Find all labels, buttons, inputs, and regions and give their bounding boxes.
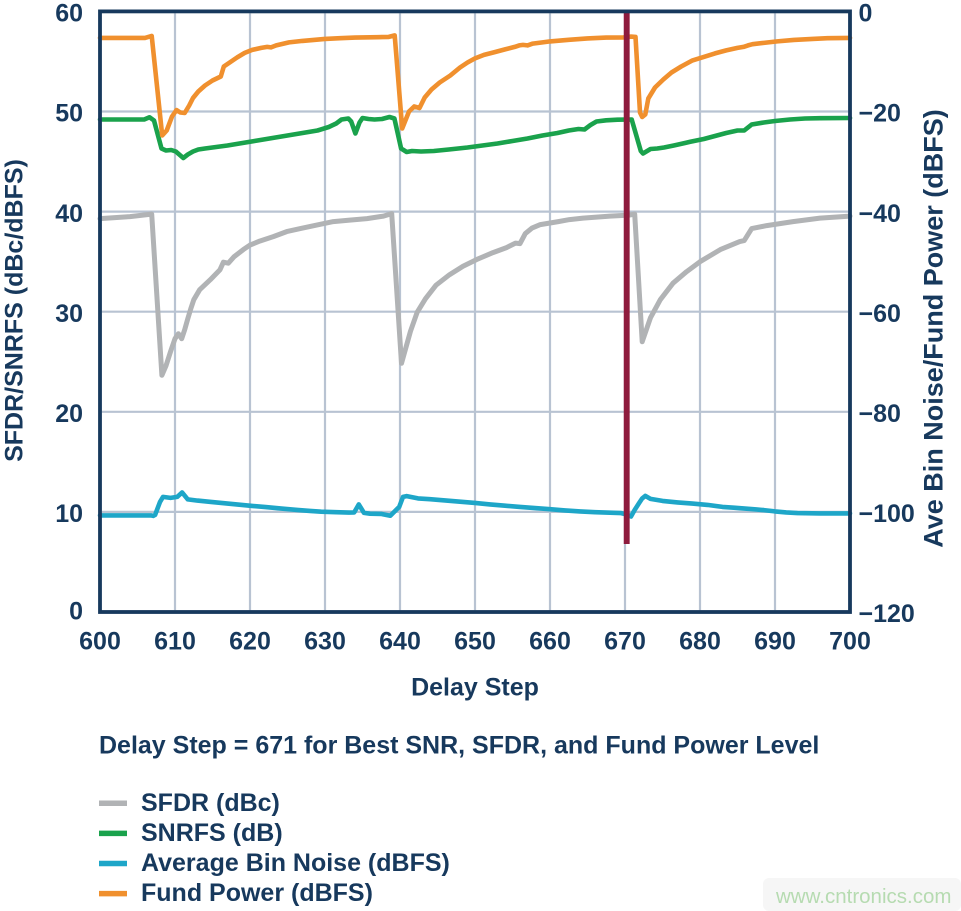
svg-text:10: 10 bbox=[55, 500, 83, 528]
svg-text:610: 610 bbox=[154, 628, 196, 656]
svg-text:SFDR/SNRFS (dBc/dBFS): SFDR/SNRFS (dBc/dBFS) bbox=[1, 159, 29, 462]
svg-text:620: 620 bbox=[229, 628, 271, 656]
svg-text:−80: −80 bbox=[859, 400, 901, 428]
svg-text:680: 680 bbox=[679, 628, 721, 656]
svg-text:690: 690 bbox=[754, 628, 796, 656]
svg-text:630: 630 bbox=[304, 628, 346, 656]
svg-text:Ave Bin Noise/Fund Power (dBFS: Ave Bin Noise/Fund Power (dBFS) bbox=[919, 109, 949, 548]
svg-text:Delay Step: Delay Step bbox=[411, 674, 539, 702]
svg-text:Average Bin Noise (dBFS): Average Bin Noise (dBFS) bbox=[141, 849, 450, 877]
svg-text:−20: −20 bbox=[859, 100, 901, 128]
svg-text:−60: −60 bbox=[859, 300, 901, 328]
svg-text:−40: −40 bbox=[859, 200, 901, 228]
svg-text:Delay Step = 671 for Best SNR,: Delay Step = 671 for Best SNR, SFDR, and… bbox=[99, 732, 819, 760]
svg-text:660: 660 bbox=[529, 628, 571, 656]
svg-text:30: 30 bbox=[55, 300, 83, 328]
svg-text:Fund Power (dBFS): Fund Power (dBFS) bbox=[141, 879, 373, 907]
svg-text:50: 50 bbox=[55, 100, 83, 128]
svg-text:−100: −100 bbox=[859, 500, 915, 528]
svg-text:670: 670 bbox=[604, 628, 646, 656]
svg-text:20: 20 bbox=[55, 400, 83, 428]
svg-text:SNRFS (dB): SNRFS (dB) bbox=[141, 819, 283, 847]
svg-text:0: 0 bbox=[859, 0, 873, 28]
svg-text:40: 40 bbox=[55, 200, 83, 228]
svg-text:60: 60 bbox=[55, 0, 83, 28]
svg-text:700: 700 bbox=[829, 628, 871, 656]
svg-text:0: 0 bbox=[69, 598, 83, 626]
svg-text:−120: −120 bbox=[859, 600, 915, 628]
svg-text:650: 650 bbox=[454, 628, 496, 656]
svg-text:640: 640 bbox=[379, 628, 421, 656]
svg-text:SFDR (dBc): SFDR (dBc) bbox=[141, 789, 280, 817]
svg-text:600: 600 bbox=[79, 628, 121, 656]
svg-text:www.cntronics.com: www.cntronics.com bbox=[775, 885, 951, 908]
